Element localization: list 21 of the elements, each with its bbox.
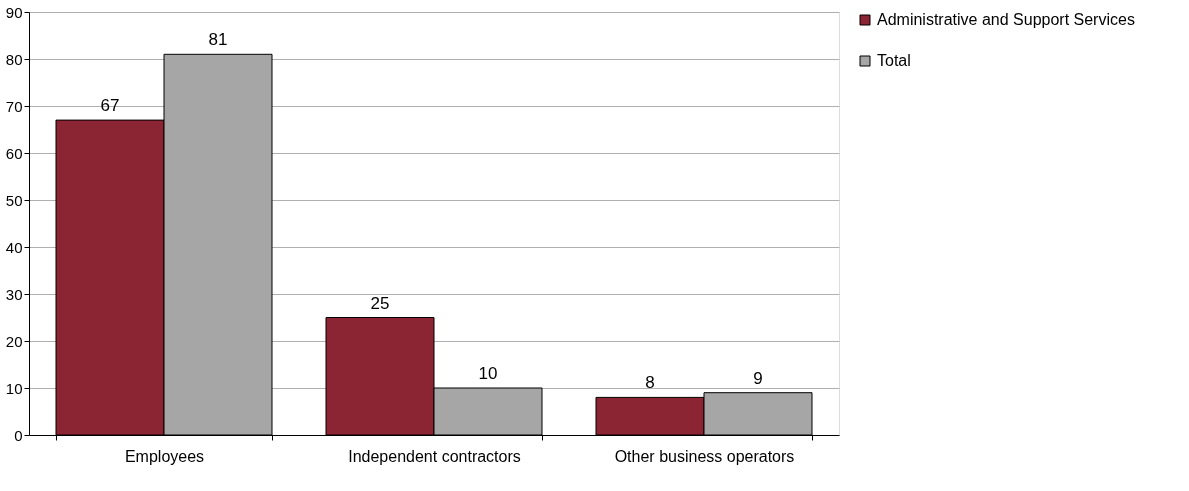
y-tick-label: 90	[5, 3, 23, 21]
y-tick-label: 30	[5, 285, 23, 303]
y-tick-label: 80	[5, 50, 23, 68]
y-tick-label: 60	[5, 144, 23, 162]
y-tick-label: 50	[5, 191, 23, 209]
data-label: 25	[370, 293, 390, 313]
data-label: 10	[478, 364, 498, 383]
x-tick-label: Employees	[124, 447, 205, 465]
data-label: 9	[753, 368, 763, 388]
x-tick-label: Other business operators	[614, 447, 795, 465]
legend-label: Administrative and Support Services	[877, 11, 1135, 28]
y-tick-label: 70	[5, 97, 23, 115]
data-label: 67	[100, 96, 120, 116]
x-tick-label: Independent contractors	[348, 447, 521, 465]
y-tick-label: 0	[14, 426, 23, 444]
data-label: 8	[645, 373, 655, 393]
y-tick-label: 10	[5, 379, 23, 397]
legend-label: Total	[877, 52, 911, 69]
y-tick-label: 40	[5, 238, 23, 256]
data-label: 81	[208, 30, 228, 50]
y-tick-label: 20	[5, 332, 23, 350]
